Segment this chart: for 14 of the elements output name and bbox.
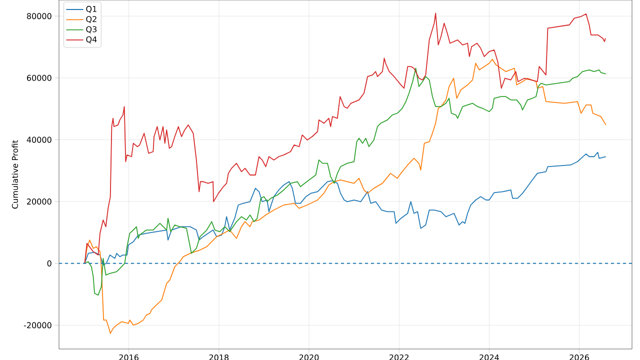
legend-label: Q1 xyxy=(86,6,96,13)
y-tick-label: 60000 xyxy=(27,74,52,81)
legend-label: Q2 xyxy=(86,16,96,24)
y-tick-label: 80000 xyxy=(26,13,52,20)
y-tick-label: 0 xyxy=(47,260,52,266)
line-series xyxy=(84,68,606,296)
line-series xyxy=(84,58,606,334)
y-axis-title: Cumulative Profit xyxy=(12,140,18,209)
legend-label: Q4 xyxy=(86,36,97,44)
y-tick-label: -20000 xyxy=(24,322,52,328)
y-tick-label: 20000 xyxy=(27,198,52,205)
line-series xyxy=(84,12,606,264)
y-tick-label: 40000 xyxy=(26,136,52,143)
legend-label: Q3 xyxy=(86,26,97,34)
